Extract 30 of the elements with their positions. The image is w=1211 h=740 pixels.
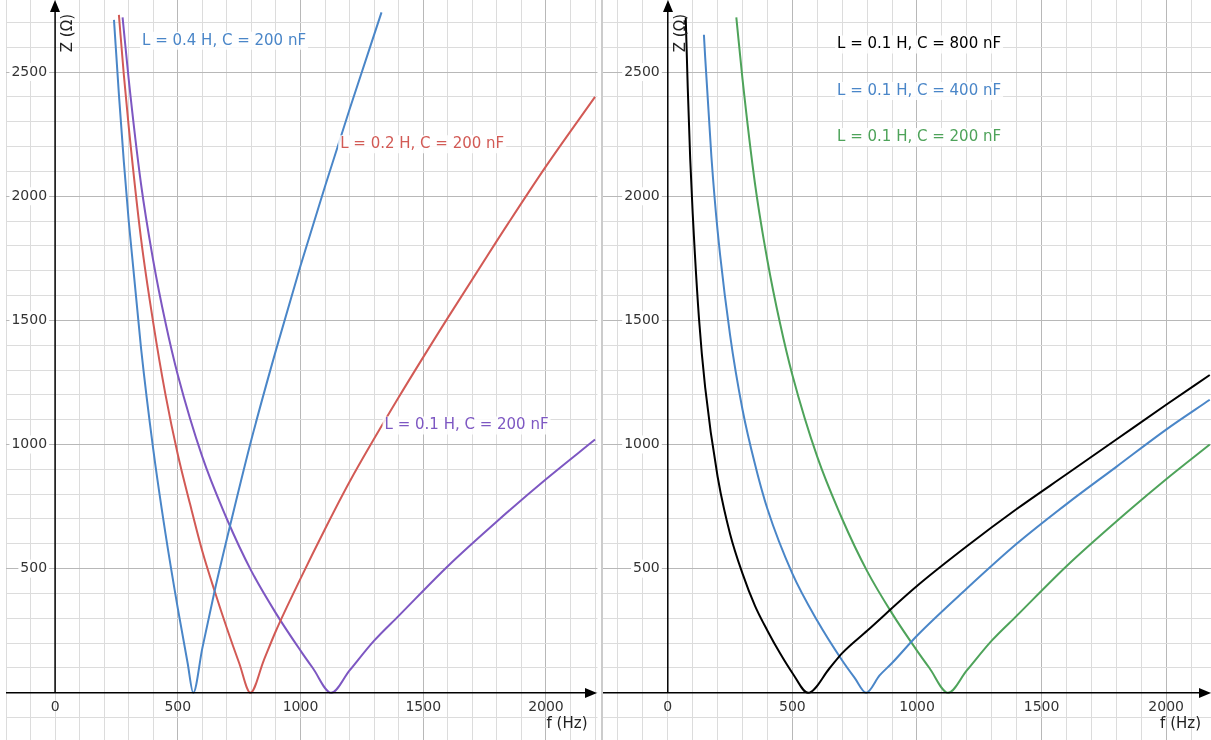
y-tick-label: 2500	[11, 62, 48, 79]
y-axis-title: Z (Ω)	[58, 14, 77, 53]
x-tick-label: 1000	[899, 697, 935, 714]
x-tick-label: 2000	[1148, 697, 1184, 714]
x-tick-label: 2000	[528, 697, 564, 714]
text: L = 0.1 H, C = 200 nF	[384, 415, 549, 434]
y-tick-label: 500	[633, 559, 660, 576]
x-tick-label: 0	[50, 698, 60, 715]
y-tick-label: 500	[20, 559, 48, 576]
y-tick-label: 1000	[624, 435, 660, 452]
y-axis-title: Z (Ω)	[671, 14, 690, 53]
y-tick-label: 1000	[11, 435, 48, 452]
x-tick-label: 500	[779, 697, 806, 714]
text: L = 0.2 H, C = 200 nF	[340, 134, 505, 153]
y-tick-label: 2000	[11, 186, 48, 203]
y-tick-label: 2000	[624, 186, 660, 203]
x-axis-title: f (Hz)	[546, 714, 588, 733]
x-axis-title: f (Hz)	[1160, 714, 1201, 733]
series-label: L = 0.4 H, C = 200 nF	[142, 30, 307, 49]
x-tick-label: 1000	[282, 697, 319, 714]
x-tick-label: 0	[663, 698, 673, 715]
text: L = 0.1 H, C = 200 nF	[837, 126, 1002, 145]
y-tick-label: 1500	[11, 310, 48, 327]
text: L = 0.1 H, C = 800 nF	[837, 34, 1002, 53]
y-tick-label: 1500	[624, 310, 660, 327]
x-tick-label: 1500	[405, 697, 442, 714]
text: L = 0.1 H, C = 400 nF	[837, 80, 1002, 99]
x-tick-label: 1500	[1023, 697, 1060, 714]
y-tick-label: 2500	[624, 62, 660, 79]
x-tick-label: 500	[164, 697, 192, 714]
